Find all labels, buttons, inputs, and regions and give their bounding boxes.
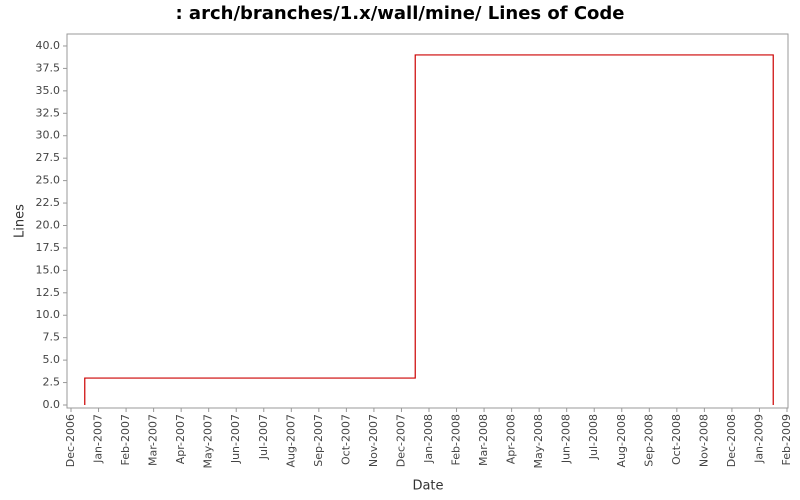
x-tick-label: Sep-2007	[312, 414, 325, 467]
x-tick-label: May-2007	[202, 414, 215, 469]
x-tick-label: Sep-2008	[642, 414, 655, 467]
y-tick-label: 22.5	[36, 196, 61, 209]
x-tick-label: Jun-2008	[560, 414, 573, 464]
plot-area	[66, 33, 789, 409]
x-tick-label: Apr-2008	[505, 414, 518, 464]
step-line	[84, 54, 774, 405]
x-tick-label: Dec-2006	[64, 414, 77, 467]
x-tick-label: Jul-2008	[587, 414, 600, 460]
x-tick-label: Jun-2007	[229, 414, 242, 464]
x-tick-label: May-2008	[532, 414, 545, 469]
x-tick-label: Feb-2009	[780, 414, 793, 465]
x-tick-label: Nov-2007	[367, 414, 380, 467]
y-tick-label: 2.5	[43, 376, 61, 389]
y-tick-label: 5.0	[43, 353, 61, 366]
x-tick-label: Jan-2008	[422, 414, 435, 464]
y-tick-label: 17.5	[36, 241, 61, 254]
x-tick-label: Aug-2008	[615, 414, 628, 467]
x-tick-label: Oct-2008	[670, 414, 683, 465]
x-tick-label: Jul-2007	[257, 414, 270, 460]
chart-title: : arch/branches/1.x/wall/mine/ Lines of …	[175, 3, 624, 24]
x-tick-label: Oct-2007	[339, 414, 352, 465]
x-tick-label: Feb-2007	[119, 414, 132, 465]
y-tick-label: 30.0	[36, 129, 61, 142]
x-tick-label: Feb-2008	[450, 414, 463, 465]
x-tick-label: Jan-2009	[752, 414, 765, 464]
x-tick-label: Dec-2007	[394, 414, 407, 467]
x-tick-label: Nov-2008	[697, 414, 710, 467]
y-tick-label: 27.5	[36, 151, 61, 164]
x-tick-label: Aug-2007	[284, 414, 297, 467]
y-tick-label: 7.5	[43, 331, 61, 344]
x-tick-label: Jan-2007	[92, 414, 105, 464]
y-tick-label: 37.5	[36, 61, 61, 74]
y-tick-label: 25.0	[36, 174, 61, 187]
x-axis-label: Date	[412, 479, 443, 494]
y-tick-label: 32.5	[36, 106, 61, 119]
y-axis-label: Lines	[13, 204, 28, 238]
x-tick-label: Apr-2007	[174, 414, 187, 464]
y-tick-label: 20.0	[36, 218, 61, 231]
x-tick-label: Dec-2008	[725, 414, 738, 467]
y-tick-label: 0.0	[43, 398, 61, 411]
y-tick-label: 12.5	[36, 286, 61, 299]
y-tick-label: 10.0	[36, 308, 61, 321]
y-tick-label: 40.0	[36, 39, 61, 52]
x-tick-label: Mar-2007	[147, 414, 160, 466]
y-tick-label: 15.0	[36, 263, 61, 276]
y-tick-label: 35.0	[36, 84, 61, 97]
x-tick-label: Mar-2008	[477, 414, 490, 466]
